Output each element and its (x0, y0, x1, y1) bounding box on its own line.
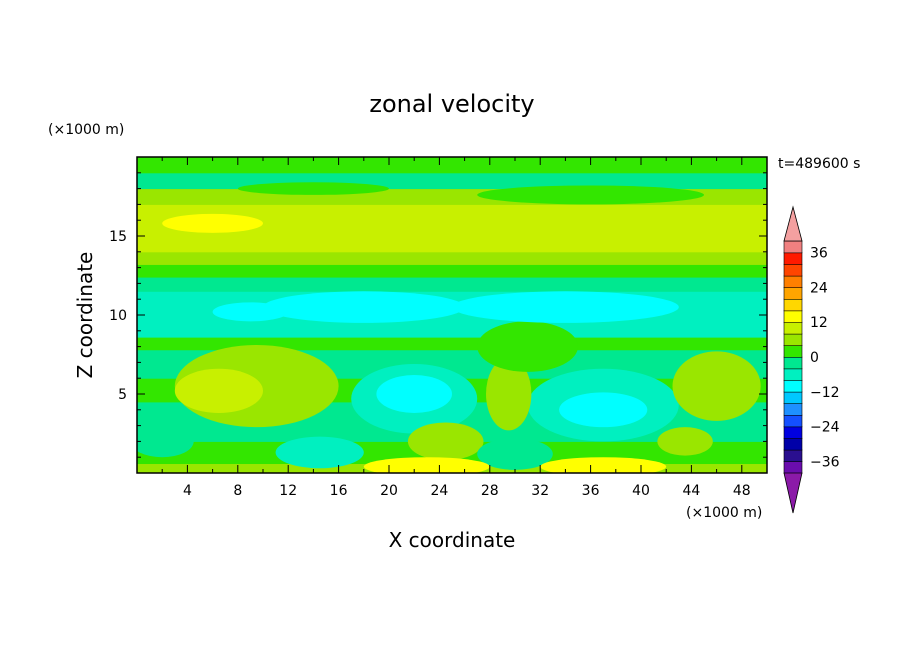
field-region-17 (263, 291, 465, 323)
colorbar-tick-label: −36 (810, 454, 840, 470)
field-region-21 (237, 182, 389, 195)
colorbar-tick-label: 24 (810, 280, 828, 296)
field-region-11 (137, 425, 194, 458)
x-tick-label: 44 (682, 483, 700, 499)
y-axis-label: Z coordinate (73, 252, 97, 379)
field-region-3 (376, 375, 453, 413)
colorbar-tick-label: −12 (810, 385, 840, 401)
colorbar-segment (783, 426, 803, 439)
field-region-19 (212, 302, 289, 322)
y-tick-label: 10 (109, 308, 127, 324)
colorbar-segment (783, 252, 803, 265)
colorbar-segment (783, 368, 803, 381)
field-region-18 (452, 291, 679, 323)
field-region-20 (477, 185, 704, 205)
field-region-8 (477, 321, 578, 372)
x-tick-label: 20 (380, 483, 398, 499)
colorbar-tick-label: 36 (810, 246, 828, 262)
colorbar-segment (783, 298, 803, 312)
field-region-16 (162, 213, 263, 233)
y-axis: 5 10 15 (109, 172, 767, 458)
colorbar-segment (783, 356, 803, 370)
field-region-1 (174, 368, 263, 413)
field-band-9 (137, 251, 767, 265)
time-label: t=489600 s (778, 156, 860, 172)
colorbar-segment (783, 414, 803, 428)
field-region-13 (477, 438, 553, 470)
field-band-12 (137, 172, 767, 190)
field-band-5 (137, 337, 767, 351)
colorbar-segment (783, 391, 803, 404)
y-unit-label: (×1000 m) (48, 122, 124, 138)
y-tick-label: 15 (109, 229, 127, 245)
colorbar-segment (783, 345, 803, 358)
x-tick-label: 24 (430, 483, 448, 499)
x-tick-label: 40 (632, 483, 650, 499)
x-tick-label: 36 (582, 483, 600, 499)
field-region-15 (540, 457, 667, 473)
x-tick-label: 48 (733, 483, 751, 499)
colorbar-tick-label: 12 (810, 315, 828, 331)
field-region-14 (363, 457, 490, 473)
x-tick-label: 4 (183, 483, 192, 499)
colorbar-segment (783, 437, 803, 451)
colorbar-segment (783, 333, 803, 346)
colorbar-segment (783, 310, 803, 323)
x-axis: 4 8 12 16 20 24 28 32 36 40 44 48 (161, 157, 751, 499)
colorbar: 36 24 12 0 −12 −24 −36 (783, 205, 840, 514)
colorbar-segment (783, 449, 803, 462)
colorbar-segment (783, 379, 803, 393)
x-tick-label: 12 (279, 483, 297, 499)
colorbar-segment (783, 240, 803, 254)
field-region-9 (407, 422, 484, 461)
x-axis-label: X coordinate (389, 528, 516, 552)
field-region-7 (672, 351, 761, 421)
colorbar-segment (783, 287, 803, 300)
field-band-8 (137, 264, 767, 278)
field-region-6 (486, 357, 532, 431)
colorbar-segment (783, 403, 803, 416)
colorbar-segment (783, 263, 803, 277)
x-unit-label: (×1000 m) (686, 505, 762, 521)
colorbar-extend-high (783, 205, 803, 242)
colorbar-segment (783, 275, 803, 288)
colorbar-segment (783, 321, 803, 335)
x-tick-label: 8 (233, 483, 242, 499)
field-region-12 (275, 436, 364, 469)
colorbar-extend-low (783, 472, 803, 514)
colorbar-segment (783, 461, 803, 474)
x-tick-label: 28 (481, 483, 499, 499)
field-region-10 (657, 427, 713, 456)
x-tick-label: 32 (531, 483, 549, 499)
field-band-7 (137, 277, 767, 292)
colorbar-tick-label: 0 (810, 350, 819, 366)
x-tick-label: 16 (330, 483, 348, 499)
heatmap-field (137, 157, 767, 473)
chart-title: zonal velocity (369, 90, 534, 118)
y-tick-label: 5 (118, 387, 127, 403)
field-region-5 (559, 392, 648, 428)
colorbar-tick-label: −24 (810, 420, 840, 436)
field-band-13 (137, 157, 767, 174)
